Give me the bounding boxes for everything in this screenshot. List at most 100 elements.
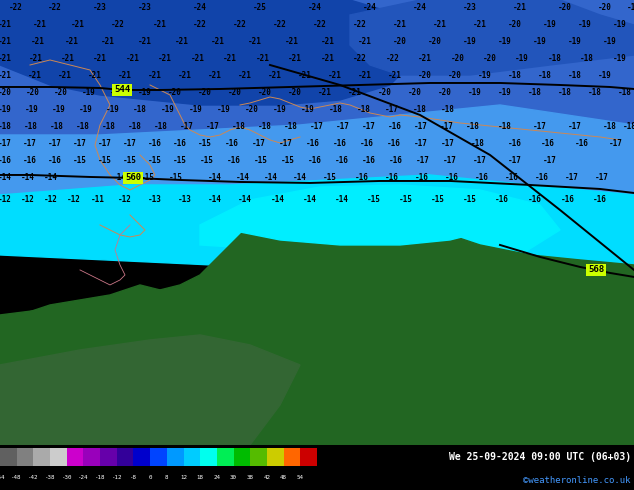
Text: -14: -14 bbox=[271, 196, 285, 204]
Text: -15: -15 bbox=[323, 173, 337, 182]
Text: -21: -21 bbox=[31, 38, 45, 47]
Text: -19: -19 bbox=[463, 38, 477, 47]
Text: -19: -19 bbox=[468, 89, 482, 98]
Polygon shape bbox=[0, 0, 420, 105]
Text: -21: -21 bbox=[175, 38, 189, 47]
Polygon shape bbox=[350, 0, 634, 75]
Text: -16: -16 bbox=[173, 140, 187, 148]
Text: -19: -19 bbox=[543, 21, 557, 29]
Text: -18: -18 bbox=[76, 122, 90, 131]
Text: -12: -12 bbox=[67, 196, 81, 204]
Text: -16: -16 bbox=[23, 156, 37, 166]
Text: -19: -19 bbox=[498, 38, 512, 47]
Text: -12: -12 bbox=[44, 196, 58, 204]
Text: -16: -16 bbox=[0, 156, 12, 166]
Text: -22: -22 bbox=[273, 21, 287, 29]
Text: -18: -18 bbox=[528, 89, 542, 98]
Text: -16: -16 bbox=[415, 173, 429, 182]
Text: -30: -30 bbox=[61, 475, 72, 480]
Text: -15: -15 bbox=[169, 173, 183, 182]
Text: -18: -18 bbox=[568, 72, 582, 80]
Text: -20: -20 bbox=[418, 72, 432, 80]
Text: -17: -17 bbox=[310, 122, 324, 131]
Text: -17: -17 bbox=[48, 140, 62, 148]
Text: -18: -18 bbox=[618, 89, 632, 98]
Text: -16: -16 bbox=[575, 140, 589, 148]
Text: -21: -21 bbox=[65, 38, 79, 47]
Text: -22: -22 bbox=[353, 21, 367, 29]
Text: -14: -14 bbox=[21, 173, 35, 182]
Text: -21: -21 bbox=[288, 54, 302, 64]
Text: -21: -21 bbox=[0, 38, 12, 47]
Text: -20: -20 bbox=[198, 89, 212, 98]
Text: -17: -17 bbox=[565, 173, 579, 182]
Text: -11: -11 bbox=[91, 196, 105, 204]
Text: -19: -19 bbox=[301, 105, 315, 115]
Text: -15: -15 bbox=[141, 173, 155, 182]
Text: -21: -21 bbox=[33, 21, 47, 29]
Text: -21: -21 bbox=[513, 3, 527, 13]
Text: -17: -17 bbox=[533, 122, 547, 131]
Text: -21: -21 bbox=[28, 72, 42, 80]
Polygon shape bbox=[0, 105, 634, 245]
Text: -8: -8 bbox=[130, 475, 137, 480]
Text: -20: -20 bbox=[288, 89, 302, 98]
Text: -12: -12 bbox=[0, 196, 12, 204]
Polygon shape bbox=[200, 185, 560, 260]
Text: -22: -22 bbox=[313, 21, 327, 29]
Text: -14: -14 bbox=[0, 173, 12, 182]
Text: -20: -20 bbox=[245, 105, 259, 115]
Text: -19: -19 bbox=[138, 89, 152, 98]
Text: -12: -12 bbox=[112, 475, 122, 480]
Text: -24: -24 bbox=[193, 3, 207, 13]
Text: -17: -17 bbox=[180, 122, 194, 131]
Text: -21: -21 bbox=[148, 72, 162, 80]
Text: -19: -19 bbox=[82, 89, 96, 98]
Text: -14: -14 bbox=[208, 196, 222, 204]
Text: -18: -18 bbox=[538, 72, 552, 80]
Text: -18: -18 bbox=[413, 105, 427, 115]
Text: -17: -17 bbox=[336, 122, 350, 131]
Text: -21: -21 bbox=[268, 72, 282, 80]
Text: -18: -18 bbox=[0, 122, 12, 131]
Text: -22: -22 bbox=[9, 3, 23, 13]
Text: -20: -20 bbox=[258, 89, 272, 98]
Text: -21: -21 bbox=[158, 54, 172, 64]
Text: -22: -22 bbox=[233, 21, 247, 29]
Text: -21: -21 bbox=[328, 72, 342, 80]
Text: 38: 38 bbox=[247, 475, 254, 480]
Text: -21: -21 bbox=[298, 72, 312, 80]
Text: -19: -19 bbox=[498, 89, 512, 98]
Text: -16: -16 bbox=[445, 173, 459, 182]
Text: -20: -20 bbox=[598, 3, 612, 13]
Text: -15: -15 bbox=[98, 156, 112, 166]
Text: -21: -21 bbox=[211, 38, 225, 47]
Text: -18: -18 bbox=[498, 122, 512, 131]
Text: -19: -19 bbox=[603, 38, 617, 47]
Text: -21: -21 bbox=[138, 38, 152, 47]
Text: -23: -23 bbox=[138, 3, 152, 13]
Text: -14: -14 bbox=[238, 196, 252, 204]
Text: -16: -16 bbox=[225, 140, 239, 148]
Text: -20: -20 bbox=[451, 54, 465, 64]
Text: -18: -18 bbox=[508, 72, 522, 80]
Text: -21: -21 bbox=[0, 72, 12, 80]
Text: -16: -16 bbox=[593, 196, 607, 204]
Text: -21: -21 bbox=[178, 72, 192, 80]
Text: -25: -25 bbox=[253, 3, 267, 13]
Text: -16: -16 bbox=[148, 140, 162, 148]
Text: -16: -16 bbox=[389, 156, 403, 166]
Text: -16: -16 bbox=[561, 196, 575, 204]
Text: -21: -21 bbox=[473, 21, 487, 29]
Text: -16: -16 bbox=[505, 173, 519, 182]
Text: 48: 48 bbox=[280, 475, 287, 480]
Text: 0: 0 bbox=[148, 475, 152, 480]
Text: -18: -18 bbox=[548, 54, 562, 64]
Text: -16: -16 bbox=[48, 156, 62, 166]
Text: -14: -14 bbox=[264, 173, 278, 182]
Text: -22: -22 bbox=[193, 21, 207, 29]
Text: -22: -22 bbox=[48, 3, 62, 13]
Text: -19: -19 bbox=[478, 72, 492, 80]
Text: -12: -12 bbox=[118, 196, 132, 204]
Text: -24: -24 bbox=[363, 3, 377, 13]
